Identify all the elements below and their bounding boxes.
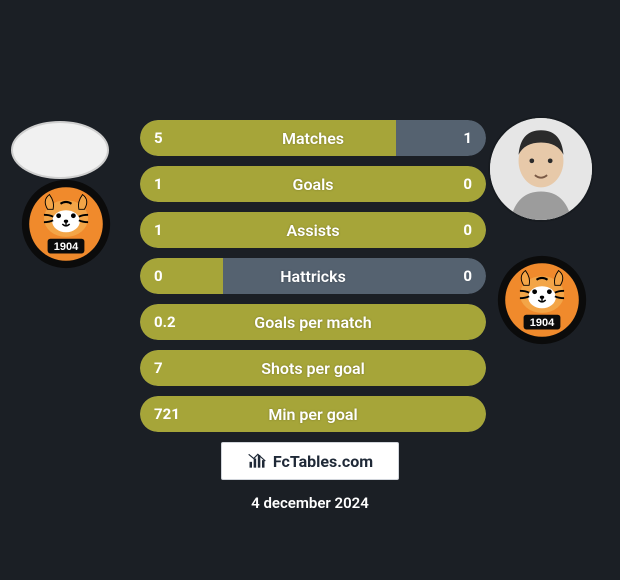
stat-row: Assists1 0 [140, 212, 486, 248]
stat-row-value-left: 1 [154, 212, 163, 248]
stat-row-value-right: 0 [463, 166, 472, 202]
stat-row-value-right: 1 [463, 120, 472, 156]
stat-row: Matches5 1 [140, 120, 486, 156]
stat-row-label: Shots per goal [140, 350, 486, 386]
stats-rows: Matches51Goals10Assists10Hattricks00Goal… [140, 120, 486, 442]
stat-row-value-left: 721 [154, 396, 180, 432]
stat-row-value-right: 0 [463, 258, 472, 294]
stat-row: Goals per match0.2 [140, 304, 486, 340]
fctables-label: FcTables.com [273, 452, 373, 471]
stat-row-value-left: 0 [154, 258, 163, 294]
player1-club-badge: 1904 [20, 178, 112, 270]
stat-row-value-right: 0 [463, 212, 472, 248]
stat-row: Min per goal721 [140, 396, 486, 432]
stat-row-value-left: 5 [154, 120, 163, 156]
stat-row: Goals1 0 [140, 166, 486, 202]
stat-row-value-left: 7 [154, 350, 163, 386]
svg-text:1904: 1904 [54, 241, 79, 253]
bar-chart-icon [247, 451, 267, 471]
stat-row: Hattricks0 0 [140, 258, 486, 294]
stat-row-label: Hattricks [140, 258, 486, 294]
stat-row-label: Goals [140, 166, 486, 202]
player2-club-badge: 1904 [496, 254, 588, 346]
stat-row-label: Min per goal [140, 396, 486, 432]
stat-row-label: Assists [140, 212, 486, 248]
stat-row: Shots per goal7 [140, 350, 486, 386]
stat-row-value-left: 0.2 [154, 304, 176, 340]
fctables-link[interactable]: FcTables.com [221, 442, 399, 480]
player2-avatar [490, 118, 592, 220]
stat-row-label: Matches [140, 120, 486, 156]
date: 4 december 2024 [0, 494, 620, 512]
stat-row-value-left: 1 [154, 166, 163, 202]
stat-row-label: Goals per match [140, 304, 486, 340]
svg-text:1904: 1904 [530, 317, 555, 329]
